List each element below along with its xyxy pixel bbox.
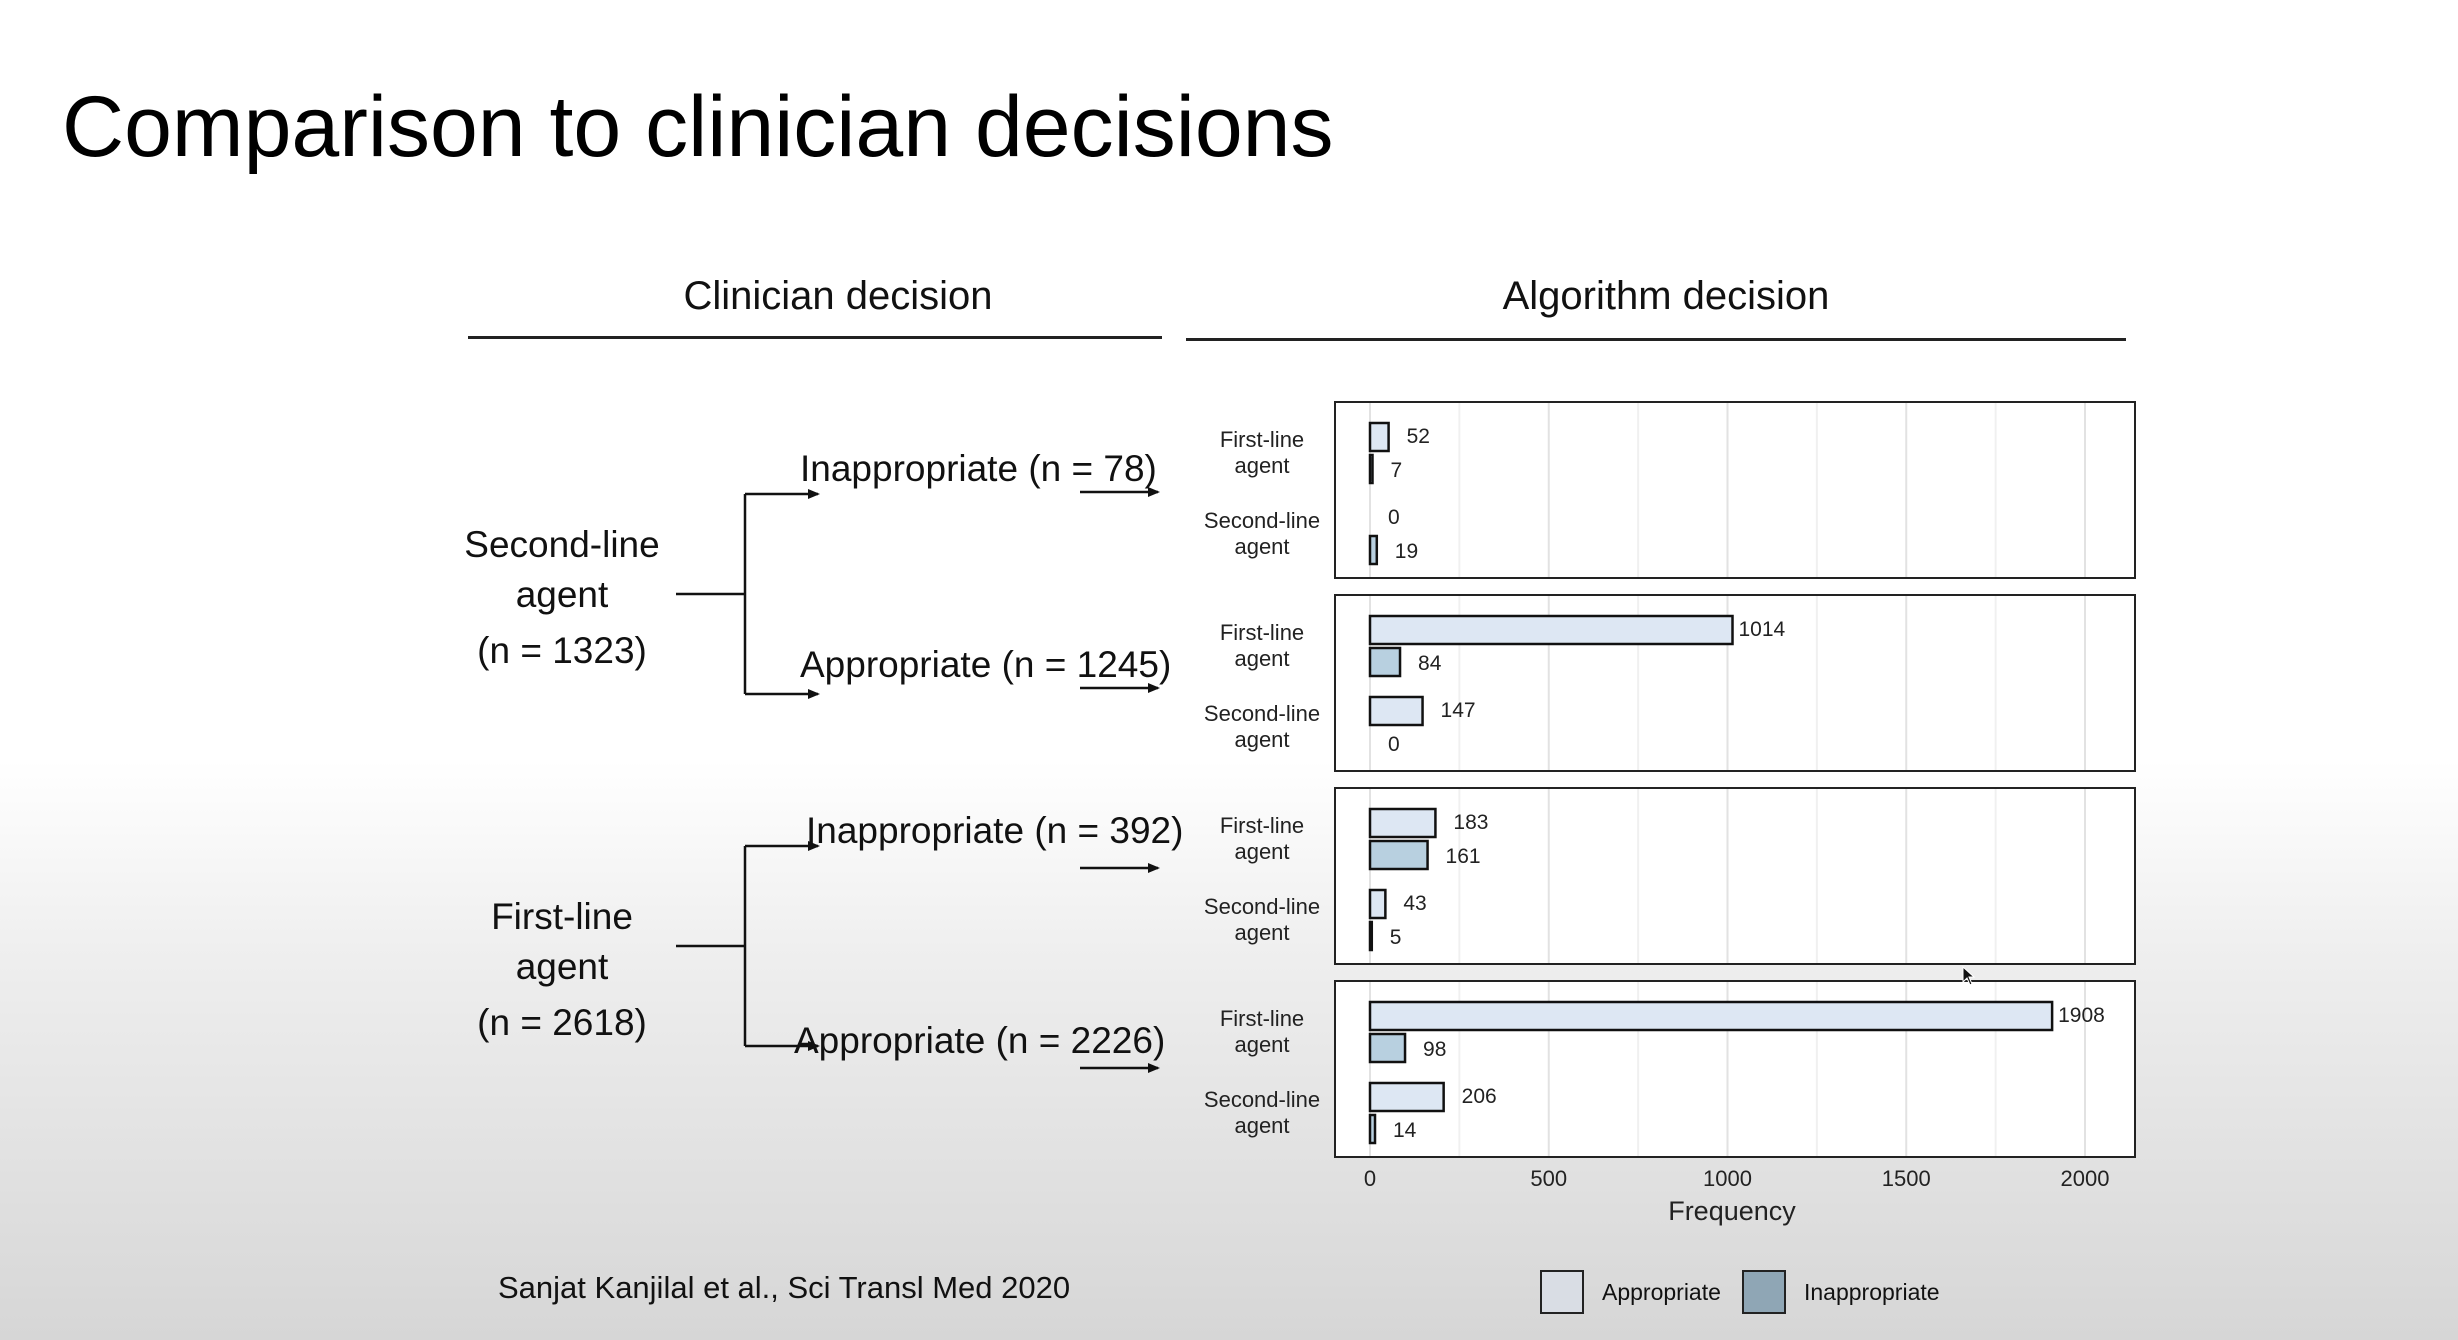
bar-appropriate bbox=[1368, 1081, 1445, 1113]
root-label-line1: Second-line bbox=[464, 524, 660, 565]
leaf-label: Appropriate bbox=[800, 644, 992, 685]
y-tick-label: agent bbox=[1234, 1032, 1289, 1057]
algorithm-decision-header: Algorithm decision bbox=[1502, 274, 1830, 318]
y-tick-label: First-line bbox=[1220, 427, 1304, 452]
slide-title: Comparison to clinician decisions bbox=[62, 79, 1334, 175]
y-tick-label: agent bbox=[1234, 727, 1289, 752]
leaf-node-inappropriate-2: Inappropriate (n = 392) bbox=[806, 802, 1183, 860]
y-tick-label: Second-line bbox=[1204, 1087, 1320, 1112]
bar-inappropriate bbox=[1368, 1113, 1377, 1145]
data-label-inappropriate: 161 bbox=[1446, 845, 1481, 868]
leaf-node-appropriate-2: Appropriate (n = 2226) bbox=[794, 1012, 1165, 1070]
data-label-appropriate: 0 bbox=[1388, 506, 1400, 529]
bar-inappropriate bbox=[1368, 839, 1429, 871]
clinician-header-rule bbox=[468, 336, 1162, 339]
y-tick-label: First-line bbox=[1220, 1006, 1304, 1031]
root-node-second-line: Second-line agent (n = 1323) bbox=[412, 520, 712, 676]
y-tick-label: agent bbox=[1234, 534, 1289, 559]
algorithm-decision-chart: First-lineagent527Second-lineagent019Fir… bbox=[1204, 401, 2136, 1226]
bar-inappropriate bbox=[1368, 453, 1374, 485]
chart-panel-border bbox=[1334, 401, 2136, 579]
y-tick-label: agent bbox=[1234, 1113, 1289, 1138]
leaf-label: Appropriate bbox=[794, 1020, 986, 1061]
y-tick-label: First-line bbox=[1220, 813, 1304, 838]
leaf-label: Inappropriate bbox=[800, 448, 1019, 489]
y-tick-label: agent bbox=[1234, 839, 1289, 864]
data-label-appropriate: 147 bbox=[1441, 699, 1476, 722]
leaf-label: Inappropriate bbox=[806, 810, 1025, 851]
leaf-count: (n = 78) bbox=[1028, 448, 1157, 489]
root-label-line2: agent bbox=[515, 946, 609, 987]
root-label-line1: First-line bbox=[491, 896, 633, 937]
root-label-line2: agent bbox=[515, 574, 609, 615]
legend-inappropriate: Inappropriate bbox=[1742, 1270, 1940, 1314]
data-label-inappropriate: 5 bbox=[1390, 926, 1402, 949]
data-label-inappropriate: 98 bbox=[1423, 1038, 1446, 1061]
data-label-inappropriate: 7 bbox=[1391, 459, 1403, 482]
chart-panel-border bbox=[1334, 787, 2136, 965]
bar-inappropriate bbox=[1368, 1032, 1407, 1064]
y-tick-label: agent bbox=[1234, 920, 1289, 945]
bar-appropriate bbox=[1368, 614, 1734, 646]
root-count: (n = 1323) bbox=[477, 630, 647, 671]
legend-label-appropriate: Appropriate bbox=[1602, 1278, 1721, 1305]
legend-swatch-inappropriate bbox=[1742, 1270, 1786, 1314]
chart-panel-border bbox=[1334, 980, 2136, 1158]
clinician-decision-header: Clinician decision bbox=[683, 274, 993, 318]
y-tick-label: Second-line bbox=[1204, 894, 1320, 919]
bar-appropriate bbox=[1368, 695, 1424, 727]
y-tick-label: First-line bbox=[1220, 620, 1304, 645]
chart-panel-bg bbox=[1335, 788, 2135, 964]
data-label-appropriate: 183 bbox=[1453, 811, 1488, 834]
bar-appropriate bbox=[1368, 421, 1390, 453]
bar-appropriate bbox=[1368, 1000, 2054, 1032]
bar-inappropriate bbox=[1368, 646, 1402, 678]
legend-swatch-appropriate bbox=[1540, 1270, 1584, 1314]
x-tick-label: 1000 bbox=[1703, 1166, 1752, 1191]
data-label-inappropriate: 84 bbox=[1418, 652, 1442, 675]
leaf-count: (n = 2226) bbox=[995, 1020, 1166, 1061]
x-tick-label: 2000 bbox=[2061, 1166, 2110, 1191]
y-tick-label: agent bbox=[1234, 453, 1289, 478]
root-node-first-line: First-line agent (n = 2618) bbox=[412, 892, 712, 1048]
x-axis-label: Frequency bbox=[1668, 1196, 1796, 1226]
bar-appropriate bbox=[1368, 888, 1387, 920]
leaf-count: (n = 1245) bbox=[1001, 644, 1172, 685]
x-tick-label: 500 bbox=[1530, 1166, 1567, 1191]
chart-panel-bg bbox=[1335, 402, 2135, 578]
data-label-appropriate: 206 bbox=[1462, 1085, 1497, 1108]
branch-line-first-line bbox=[676, 846, 747, 1046]
branch-line-second-line bbox=[676, 494, 747, 694]
bar-appropriate bbox=[1368, 807, 1437, 839]
x-tick-label: 0 bbox=[1364, 1166, 1376, 1191]
data-label-inappropriate: 0 bbox=[1388, 733, 1400, 756]
root-count: (n = 2618) bbox=[477, 1002, 647, 1043]
legend-appropriate: Appropriate bbox=[1540, 1270, 1721, 1314]
y-tick-label: Second-line bbox=[1204, 508, 1320, 533]
bar-inappropriate bbox=[1368, 534, 1379, 566]
algorithm-header-rule bbox=[1186, 338, 2126, 341]
y-tick-label: Second-line bbox=[1204, 701, 1320, 726]
data-label-appropriate: 1908 bbox=[2058, 1004, 2105, 1027]
data-label-appropriate: 43 bbox=[1403, 892, 1426, 915]
chart-panel-border bbox=[1334, 594, 2136, 772]
y-tick-label: agent bbox=[1234, 646, 1289, 671]
leaf-count: (n = 392) bbox=[1034, 810, 1184, 851]
mouse-cursor-icon bbox=[1962, 966, 1976, 986]
data-label-inappropriate: 19 bbox=[1395, 540, 1418, 563]
data-label-inappropriate: 14 bbox=[1393, 1119, 1417, 1142]
citation: Sanjat Kanjilal et al., Sci Transl Med 2… bbox=[498, 1270, 1071, 1305]
data-label-appropriate: 52 bbox=[1407, 425, 1430, 448]
legend-label-inappropriate: Inappropriate bbox=[1804, 1278, 1940, 1305]
bar-inappropriate bbox=[1368, 920, 1374, 952]
leaf-node-appropriate-1: Appropriate (n = 1245) bbox=[800, 636, 1171, 694]
data-label-appropriate: 1014 bbox=[1739, 618, 1786, 641]
decision-tree-connectors bbox=[676, 487, 1160, 1073]
x-tick-label: 1500 bbox=[1882, 1166, 1931, 1191]
leaf-node-inappropriate-1: Inappropriate (n = 78) bbox=[800, 440, 1157, 498]
